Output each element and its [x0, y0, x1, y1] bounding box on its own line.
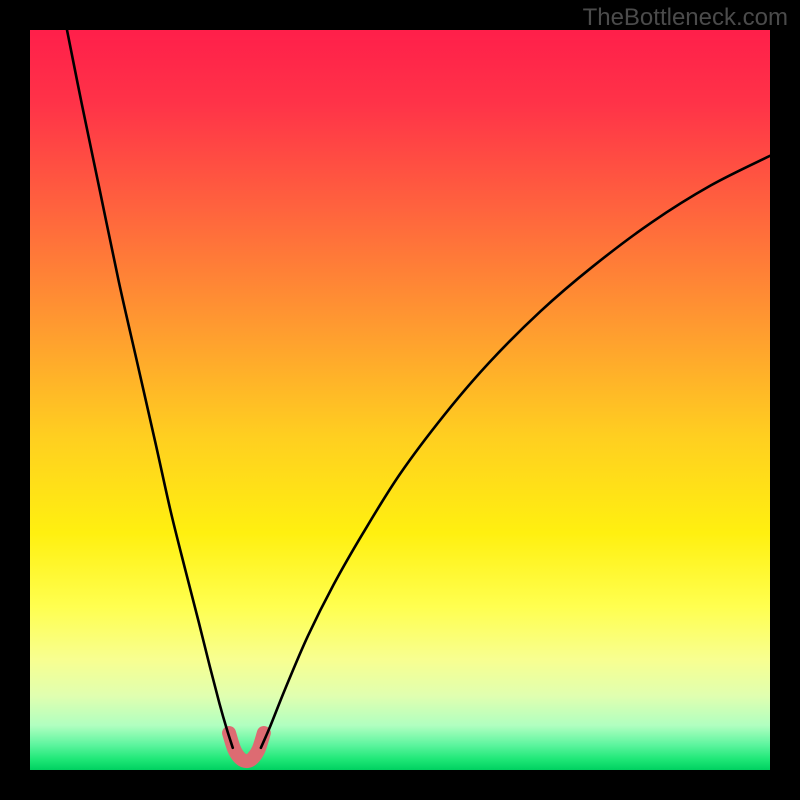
watermark-text: TheBottleneck.com — [583, 4, 788, 32]
frame-left — [0, 0, 30, 800]
bottleneck-curve-layer — [30, 30, 770, 770]
bottleneck-curve-left — [67, 30, 233, 748]
bottleneck-curve-right — [261, 156, 770, 748]
frame-right — [770, 0, 800, 800]
optimal-zone-curve — [229, 733, 264, 761]
plot-area — [30, 30, 770, 770]
chart-container: TheBottleneck.com — [0, 0, 800, 800]
frame-bottom — [0, 770, 800, 800]
